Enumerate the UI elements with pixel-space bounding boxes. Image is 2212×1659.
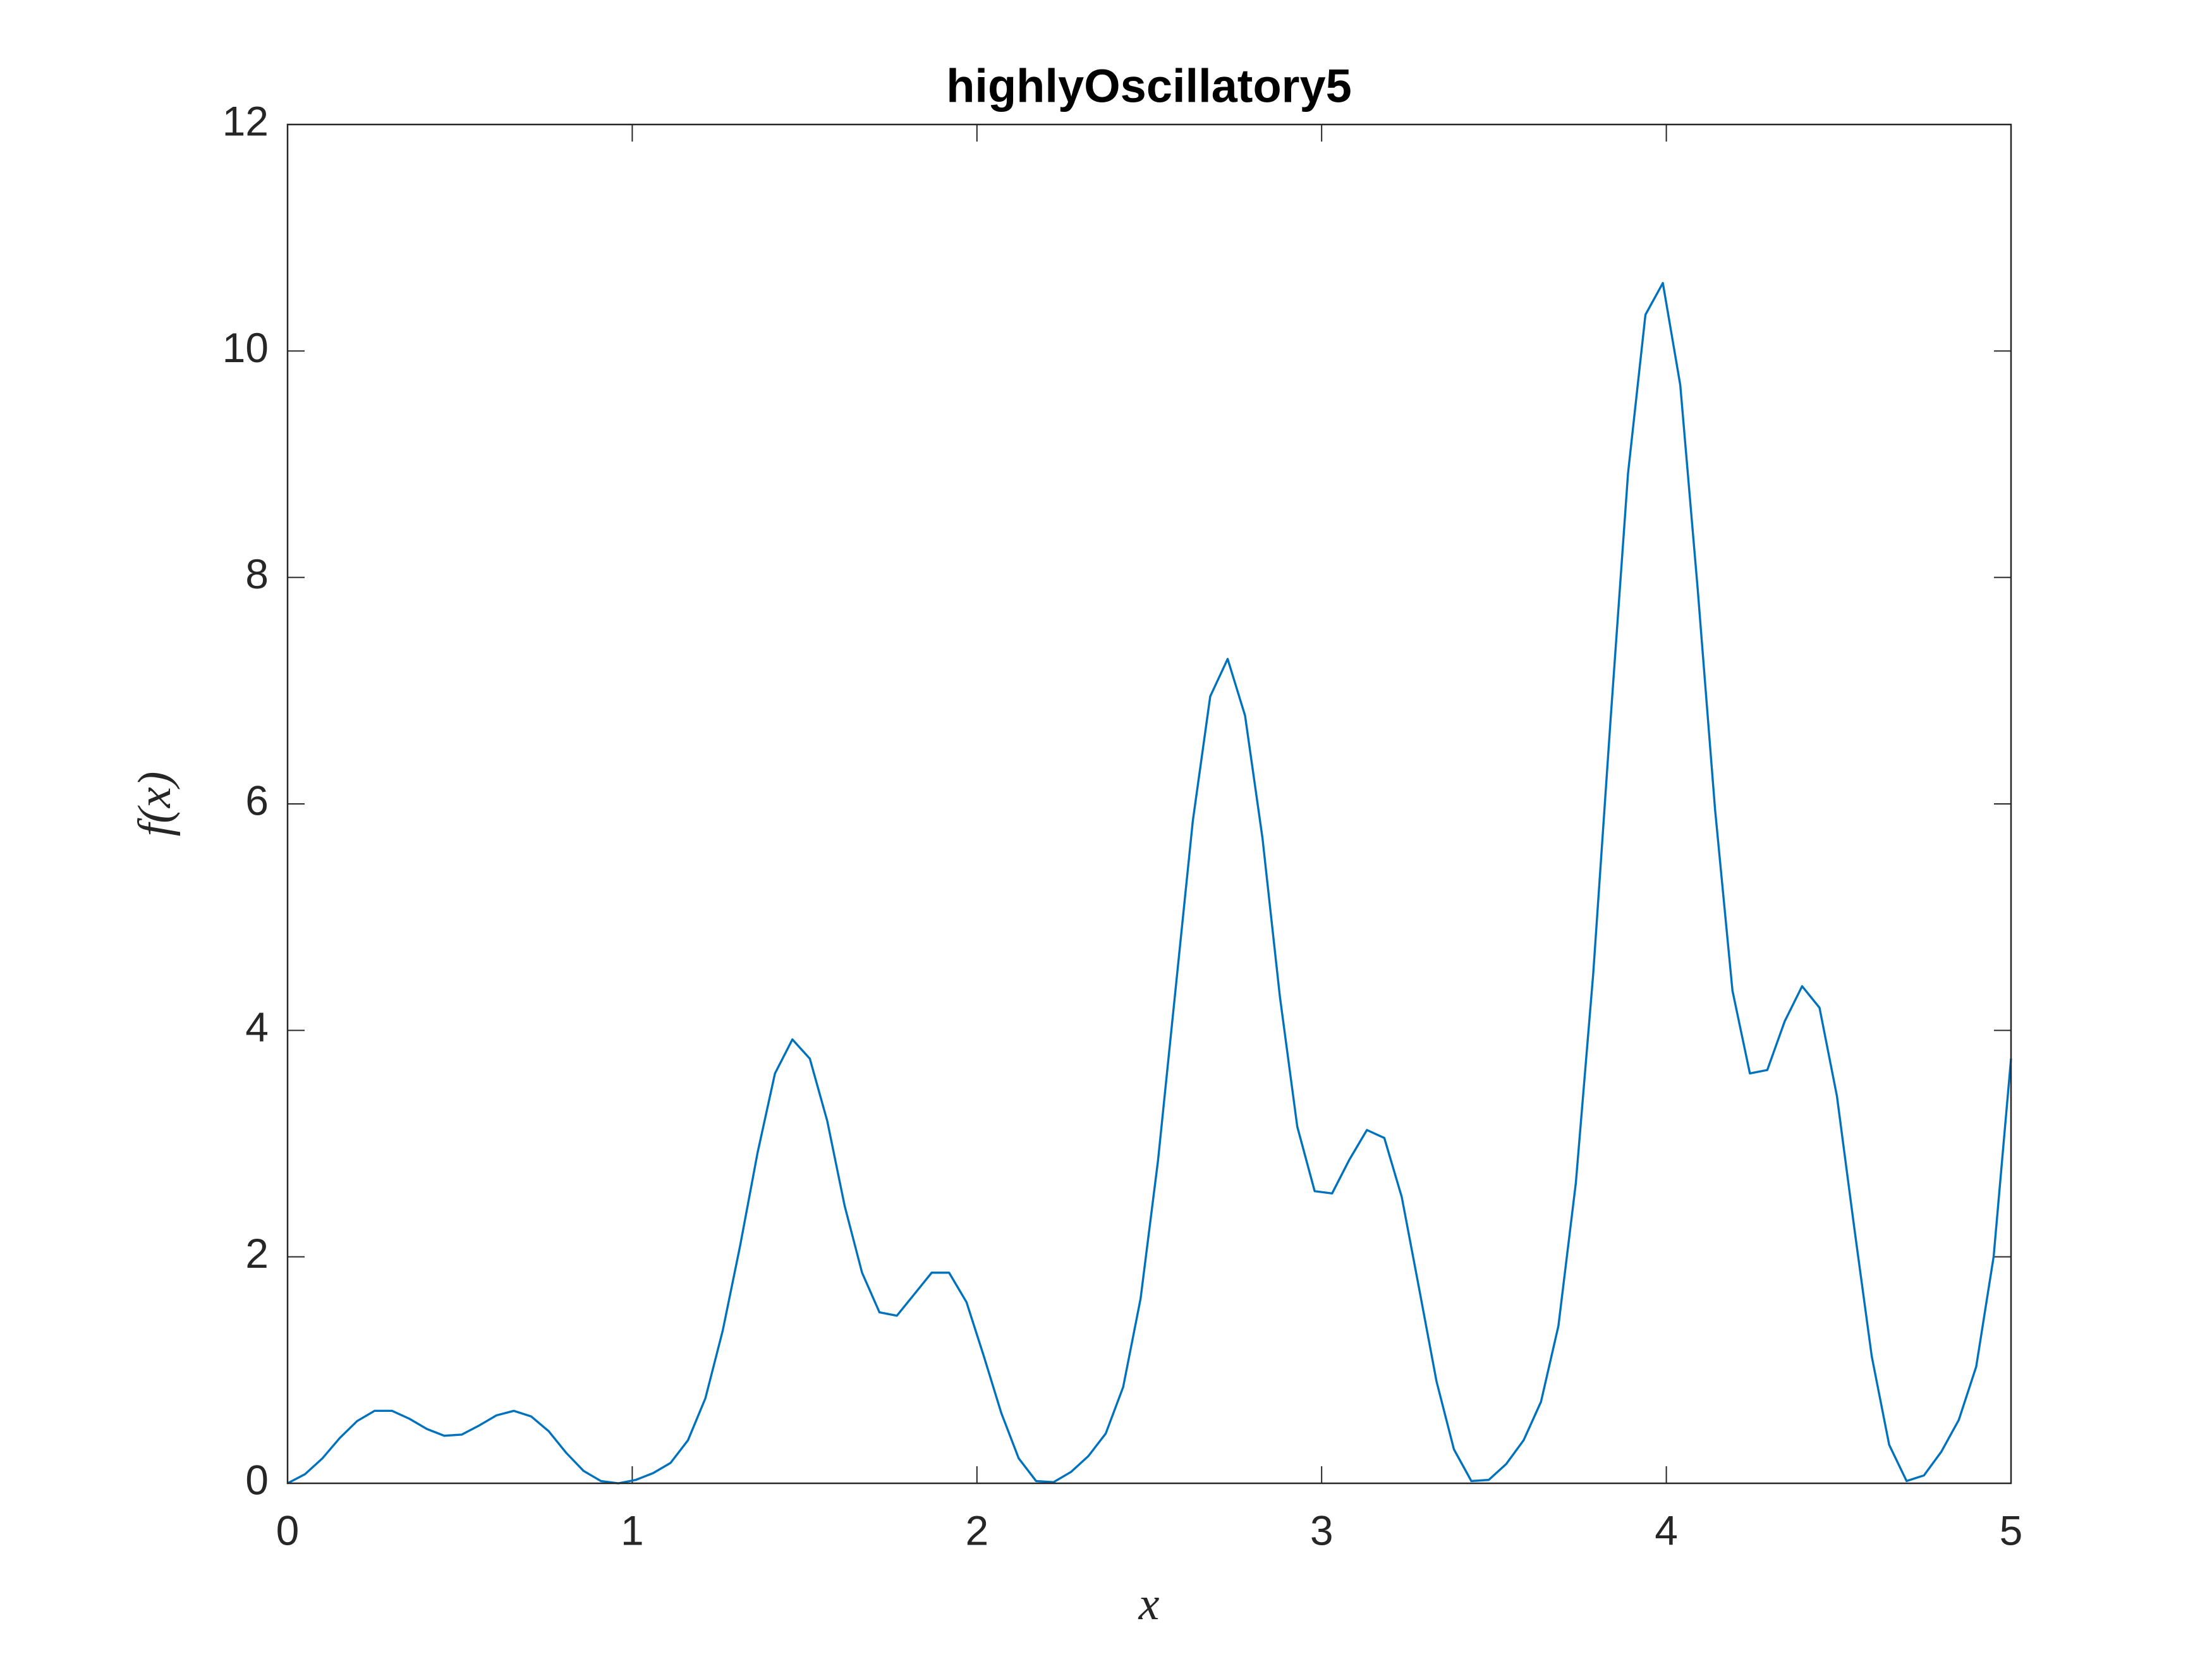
- y-tick-label: 2: [245, 1230, 269, 1277]
- y-tick-label: 10: [222, 324, 269, 371]
- x-tick-label: 0: [276, 1507, 300, 1553]
- y-tick-label: 8: [245, 550, 269, 597]
- x-tick-label: 4: [1655, 1507, 1678, 1553]
- x-tick-label: 1: [621, 1507, 644, 1553]
- y-tick-label: 12: [222, 97, 269, 144]
- x-tick-label: 3: [1310, 1507, 1334, 1553]
- axes-box: [286, 123, 2012, 1485]
- y-tick-label: 0: [245, 1456, 269, 1503]
- data-line: [287, 282, 2012, 1485]
- y-axis-label: f(x): [129, 772, 181, 837]
- y-tick-label: 4: [245, 1004, 269, 1050]
- x-tick-label: 2: [965, 1507, 988, 1553]
- chart-title: highlyOscillatory5: [946, 60, 1352, 112]
- plot-area: [288, 125, 2011, 1483]
- x-tick-label: 5: [2000, 1507, 2023, 1553]
- y-tick-label: 6: [245, 777, 269, 823]
- x-axis-label: x: [1138, 1578, 1160, 1630]
